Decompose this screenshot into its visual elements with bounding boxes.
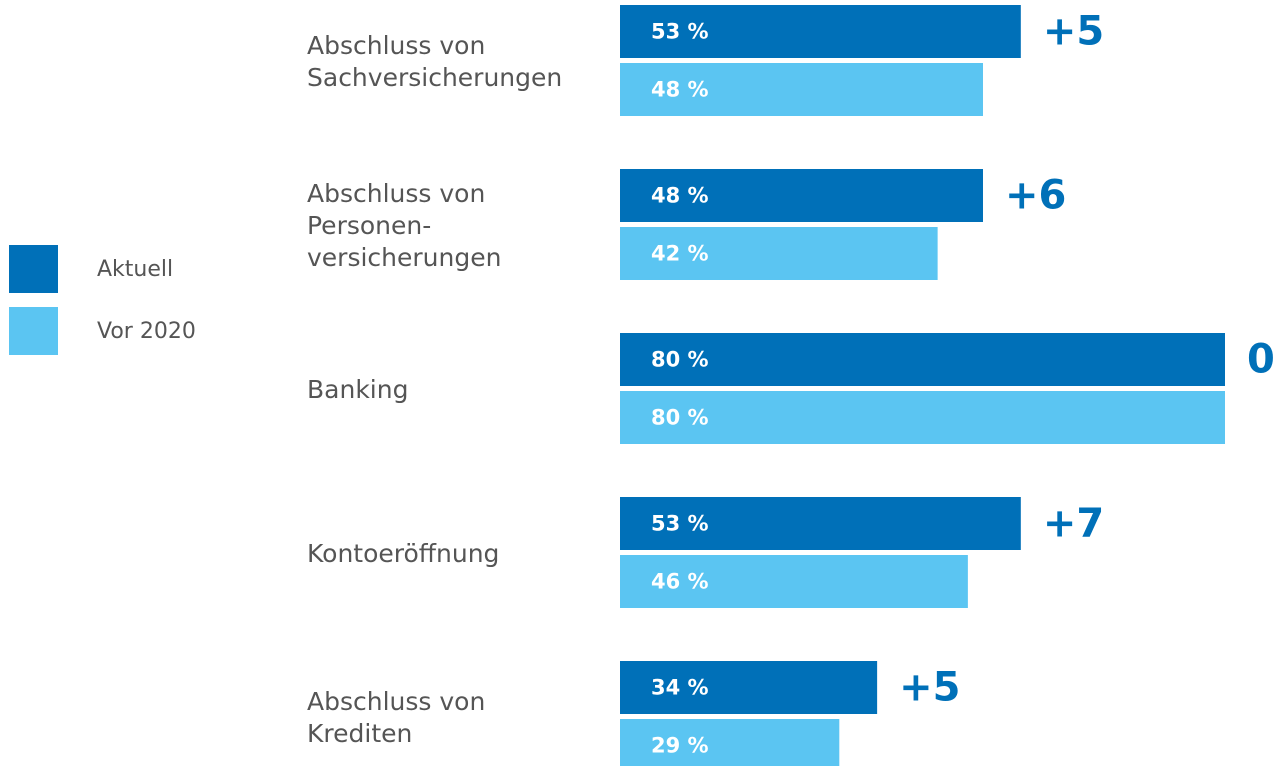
bar (620, 497, 1021, 550)
legend-label: Vor 2020 (97, 319, 196, 344)
bar (620, 333, 1225, 386)
legend-label: Aktuell (97, 257, 173, 282)
value-label: 29 % (651, 734, 709, 758)
value-label: 48 % (651, 78, 709, 102)
value-label: 80 % (651, 406, 709, 430)
value-label: 48 % (651, 184, 709, 208)
bar (620, 719, 840, 766)
bar (620, 169, 983, 222)
value-label: 80 % (651, 348, 709, 372)
bar (620, 227, 938, 280)
annotation: +6 (1005, 173, 1066, 219)
category-label: Abschluss von (307, 687, 485, 716)
value-label: 53 % (651, 512, 709, 536)
legend-swatch (9, 245, 58, 293)
bar (620, 555, 968, 608)
value-label: 42 % (651, 242, 709, 266)
bar (620, 63, 983, 116)
category-label: versicherungen (307, 243, 501, 272)
annotation: 0 (1247, 337, 1275, 383)
legend-swatch (9, 307, 58, 355)
value-label: 46 % (651, 570, 709, 594)
annotation: +5 (899, 665, 960, 711)
annotation: +7 (1043, 501, 1104, 547)
value-label: 34 % (651, 676, 709, 700)
value-label: 53 % (651, 20, 709, 44)
bar (620, 391, 1225, 444)
bar (620, 5, 1021, 58)
category-label: Sachversicherungen (307, 63, 562, 92)
category-label: Kontoeröffnung (307, 539, 499, 568)
category-label: Krediten (307, 719, 412, 748)
bar (620, 661, 878, 714)
category-label: Abschluss von (307, 31, 485, 60)
category-label: Abschluss von (307, 179, 485, 208)
category-label: Banking (307, 375, 408, 404)
category-label: Personen- (307, 211, 431, 240)
annotation: +5 (1043, 9, 1104, 55)
